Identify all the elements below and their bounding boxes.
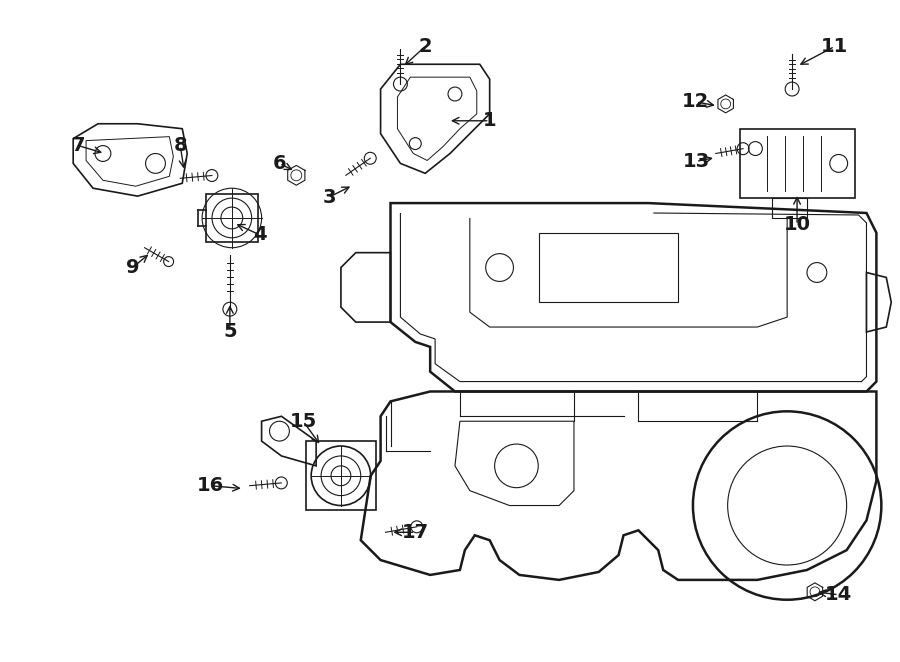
Bar: [539, 233, 678, 303]
Text: 9: 9: [126, 258, 140, 277]
Text: 4: 4: [253, 225, 266, 244]
Bar: [306, 441, 375, 510]
Text: 10: 10: [784, 215, 811, 234]
Text: 8: 8: [174, 136, 187, 155]
Text: 1: 1: [483, 111, 497, 130]
Text: 16: 16: [196, 476, 224, 495]
Text: 11: 11: [821, 37, 849, 56]
Text: 2: 2: [418, 37, 432, 56]
Text: 3: 3: [322, 187, 336, 207]
Text: 15: 15: [290, 412, 317, 431]
Text: 13: 13: [682, 152, 709, 171]
Text: 12: 12: [682, 93, 709, 111]
Text: 7: 7: [71, 136, 85, 155]
Text: 5: 5: [223, 322, 237, 342]
Bar: [206, 194, 257, 242]
Text: 14: 14: [825, 585, 852, 604]
Text: 17: 17: [401, 523, 429, 542]
Text: 6: 6: [273, 154, 286, 173]
